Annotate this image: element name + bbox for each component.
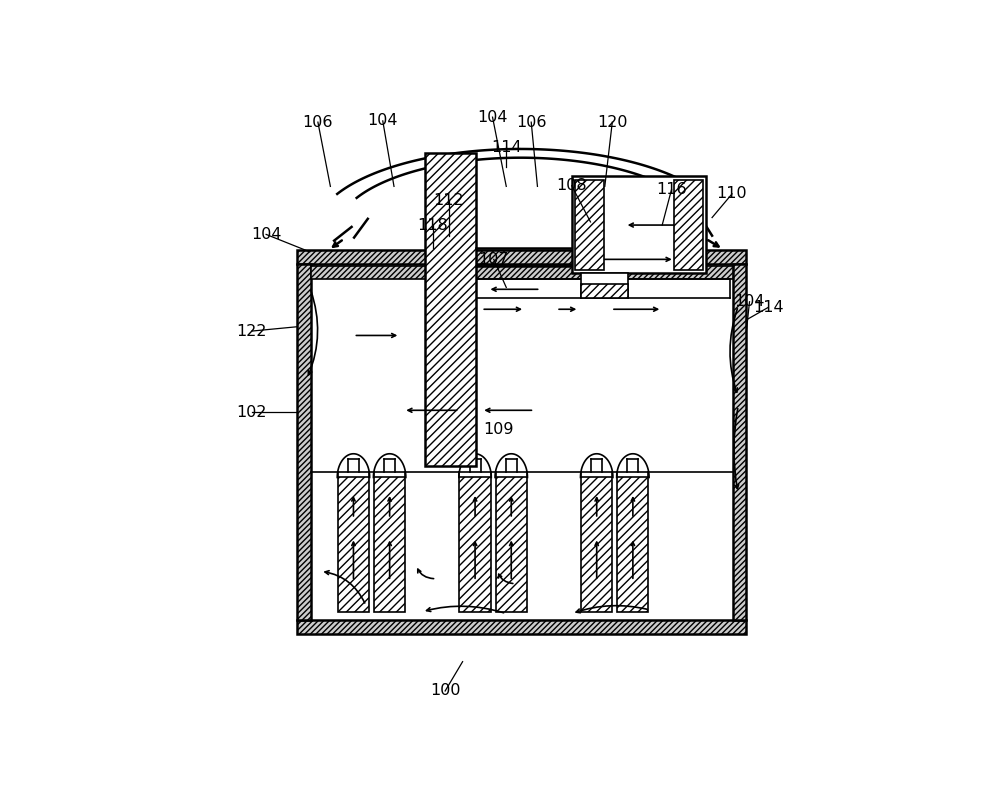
- Text: 114: 114: [753, 300, 784, 315]
- Text: 104: 104: [477, 109, 508, 125]
- Text: 122: 122: [237, 323, 267, 339]
- Bar: [733, 264, 746, 620]
- Bar: [297, 264, 311, 620]
- Bar: [581, 284, 628, 298]
- Bar: [297, 620, 746, 633]
- Bar: [581, 477, 612, 612]
- Text: 100: 100: [430, 684, 460, 698]
- Text: 120: 120: [597, 115, 628, 130]
- Text: 104: 104: [251, 227, 281, 242]
- Bar: [297, 250, 746, 264]
- Bar: [496, 477, 527, 612]
- Bar: [674, 180, 703, 270]
- Text: 106: 106: [516, 115, 546, 130]
- Bar: [425, 153, 476, 467]
- Text: 106: 106: [303, 115, 333, 130]
- Text: 104: 104: [368, 113, 398, 129]
- Bar: [311, 264, 733, 620]
- Text: 116: 116: [656, 182, 687, 197]
- Bar: [572, 177, 706, 273]
- Bar: [575, 180, 604, 270]
- Text: 104: 104: [734, 294, 765, 309]
- Text: 108: 108: [556, 178, 587, 194]
- Text: 110: 110: [717, 186, 747, 202]
- Text: 107: 107: [479, 252, 509, 266]
- Bar: [581, 273, 628, 298]
- Text: 114: 114: [491, 139, 522, 155]
- Text: 109: 109: [484, 421, 514, 437]
- Bar: [311, 266, 733, 279]
- Text: 118: 118: [417, 218, 448, 232]
- Text: 112: 112: [434, 193, 464, 207]
- Bar: [338, 477, 369, 612]
- Bar: [374, 477, 405, 612]
- Bar: [617, 477, 648, 612]
- Text: 102: 102: [237, 405, 267, 420]
- Bar: [459, 477, 491, 612]
